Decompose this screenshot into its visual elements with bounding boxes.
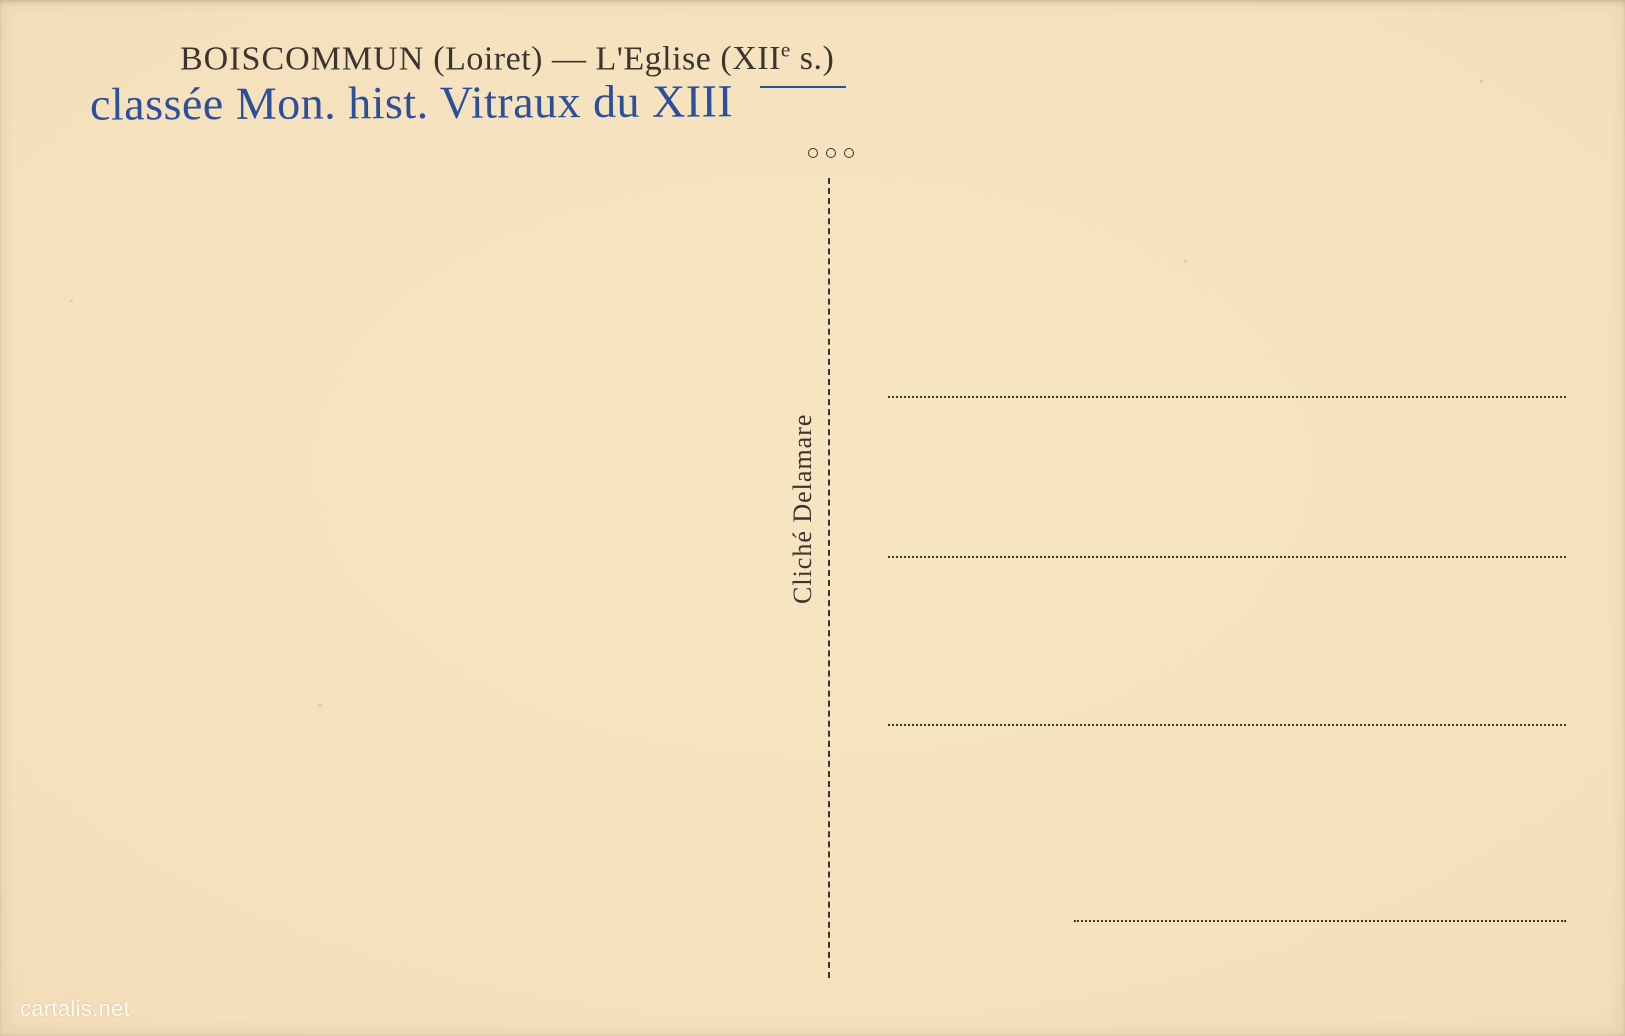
address-line-2: [888, 556, 1566, 558]
divider-circle-icon: [826, 148, 836, 158]
address-line-3: [888, 724, 1566, 726]
caption-separator: —: [552, 40, 587, 77]
paper-speck: [1184, 260, 1187, 263]
paper-speck: [70, 300, 73, 302]
handwritten-note: classée Mon. hist. Vitraux du XIII: [90, 74, 733, 130]
center-divider-line: [828, 178, 830, 978]
divider-ornament-circles: [808, 148, 854, 158]
paper-top-edge: [0, 0, 1625, 6]
handwritten-overline: [760, 86, 846, 88]
publisher-credit: Cliché Delamare: [788, 414, 818, 604]
source-watermark: cartalis.net: [20, 996, 130, 1022]
address-line-4: [1074, 920, 1566, 922]
paper-speck: [1480, 80, 1483, 83]
divider-circle-icon: [808, 148, 818, 158]
caption-century: (XIIe s.): [720, 40, 834, 77]
divider-circle-icon: [844, 148, 854, 158]
caption-subject: L'Eglise: [595, 40, 711, 77]
paper-speck: [318, 704, 322, 707]
printed-caption: BOISCOMMUN (Loiret) — L'Eglise (XIIe s.): [180, 38, 834, 78]
caption-place: BOISCOMMUN: [180, 40, 424, 77]
caption-department: (Loiret): [433, 40, 543, 77]
address-line-1: [888, 396, 1566, 398]
